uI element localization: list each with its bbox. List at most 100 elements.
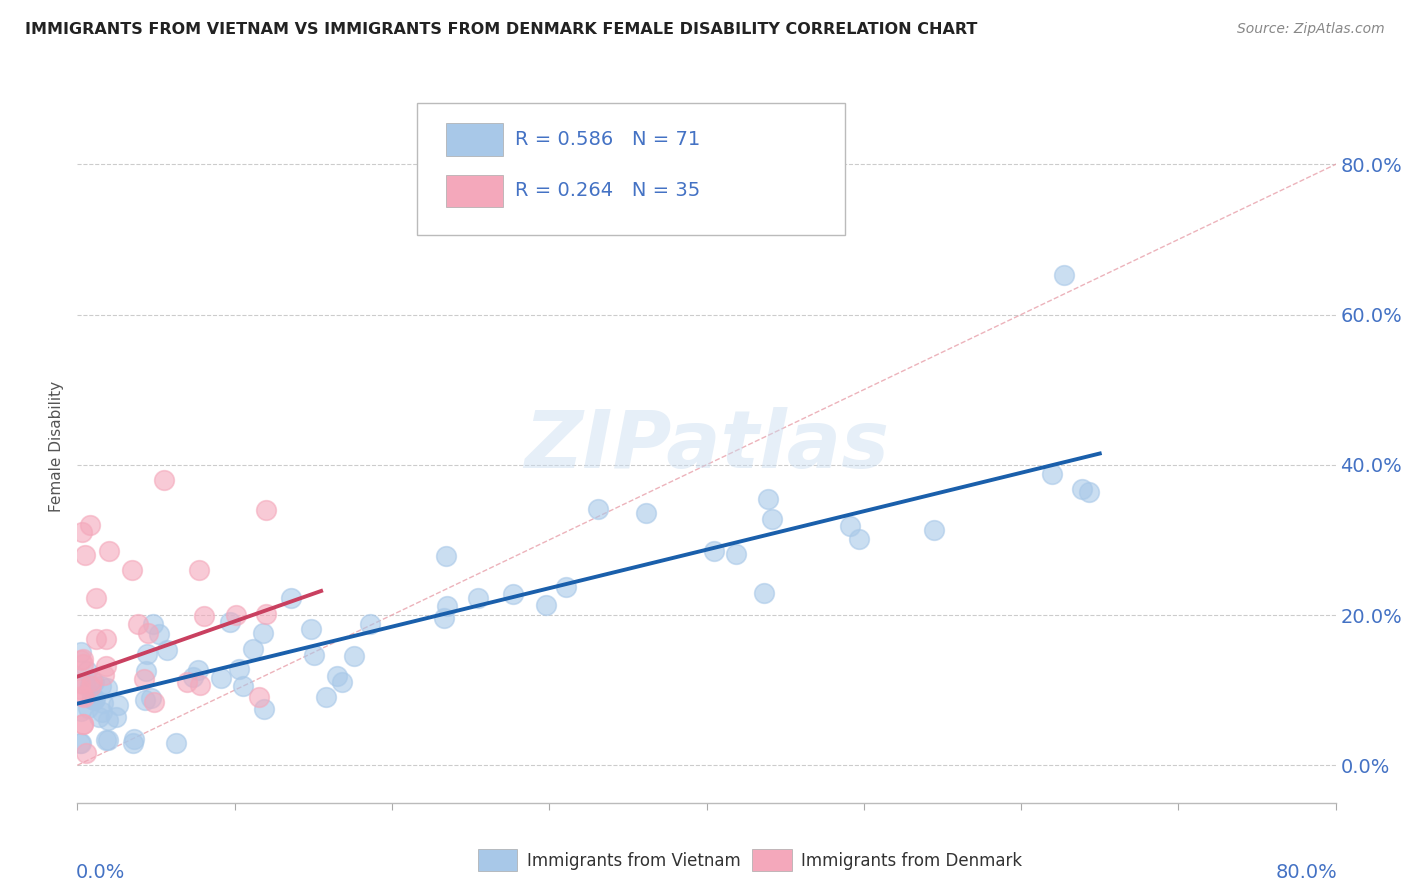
Point <box>70 736 93 750</box>
Point <box>107 698 129 713</box>
Point <box>143 695 166 709</box>
Point <box>433 611 456 625</box>
Point <box>280 591 302 606</box>
Point <box>136 626 159 640</box>
Point <box>502 587 524 601</box>
Point <box>142 617 165 632</box>
Point <box>91 696 114 710</box>
Point <box>219 615 242 630</box>
Text: Source: ZipAtlas.com: Source: ZipAtlas.com <box>1237 22 1385 37</box>
Text: Immigrants from Vietnam: Immigrants from Vietnam <box>527 852 741 870</box>
Point <box>225 608 247 623</box>
Text: ZIPatlas: ZIPatlas <box>524 407 889 485</box>
Point <box>209 672 232 686</box>
Point <box>69 736 91 750</box>
Point <box>636 507 658 521</box>
Point <box>165 736 187 750</box>
Point <box>82 690 104 704</box>
Point <box>97 544 120 558</box>
Point <box>153 473 176 487</box>
Point <box>1040 467 1063 482</box>
Point <box>89 710 111 724</box>
Point <box>104 709 127 723</box>
Text: 80.0%: 80.0% <box>1275 863 1337 882</box>
Text: IMMIGRANTS FROM VIETNAM VS IMMIGRANTS FROM DENMARK FEMALE DISABILITY CORRELATION: IMMIGRANTS FROM VIETNAM VS IMMIGRANTS FR… <box>25 22 977 37</box>
Point <box>838 518 860 533</box>
Point <box>1071 483 1094 497</box>
Point <box>228 662 250 676</box>
Point <box>69 675 91 690</box>
Point <box>703 543 725 558</box>
Point <box>187 663 209 677</box>
Point <box>326 669 349 683</box>
Point <box>75 678 97 692</box>
Point <box>84 692 107 706</box>
Point <box>1077 485 1099 500</box>
Point <box>330 675 353 690</box>
Point <box>70 525 93 540</box>
Point <box>79 678 101 692</box>
Point <box>70 645 93 659</box>
Point <box>436 599 458 613</box>
Point <box>848 532 870 546</box>
Point <box>359 616 381 631</box>
Point <box>93 667 115 681</box>
Bar <box>446 175 503 207</box>
Point <box>315 690 337 704</box>
Point <box>72 689 94 703</box>
Point <box>467 591 489 606</box>
Point <box>922 523 945 537</box>
Text: R = 0.586   N = 71: R = 0.586 N = 71 <box>515 129 700 149</box>
Point <box>72 717 94 731</box>
Point <box>72 716 94 731</box>
Point <box>84 591 107 605</box>
Point <box>756 491 779 506</box>
Point <box>434 549 457 563</box>
Point <box>80 692 103 706</box>
Point <box>187 563 209 577</box>
Point <box>121 563 143 577</box>
Y-axis label: Female Disability: Female Disability <box>49 380 65 512</box>
Point <box>588 501 610 516</box>
Point <box>536 598 558 612</box>
Point <box>724 547 747 561</box>
Point <box>70 704 93 718</box>
Point <box>70 653 93 667</box>
Point <box>176 675 198 690</box>
Point <box>97 713 120 727</box>
Point <box>181 670 204 684</box>
Point <box>752 586 775 600</box>
Point <box>97 732 120 747</box>
Point <box>242 642 264 657</box>
Point <box>75 548 97 562</box>
Point <box>156 643 179 657</box>
Point <box>193 609 215 624</box>
Point <box>83 692 105 706</box>
Point <box>75 746 97 760</box>
Point <box>555 580 578 594</box>
Text: 0.0%: 0.0% <box>76 863 125 882</box>
Point <box>761 511 783 525</box>
Point <box>132 672 155 686</box>
Point <box>91 705 114 719</box>
Point <box>79 517 101 532</box>
Point <box>96 681 118 696</box>
Point <box>72 651 94 665</box>
Point <box>76 701 98 715</box>
Point <box>80 679 103 693</box>
Point <box>122 736 145 750</box>
Point <box>94 659 117 673</box>
Point <box>343 648 366 663</box>
Point <box>96 632 118 647</box>
Point <box>1052 268 1074 282</box>
Point <box>80 673 103 688</box>
Point <box>299 623 322 637</box>
Point <box>302 648 325 662</box>
Point <box>148 627 170 641</box>
Point <box>135 664 157 678</box>
Point <box>253 702 276 716</box>
Point <box>89 679 111 693</box>
FancyBboxPatch shape <box>418 103 845 235</box>
Point <box>72 657 94 671</box>
Point <box>254 607 277 622</box>
